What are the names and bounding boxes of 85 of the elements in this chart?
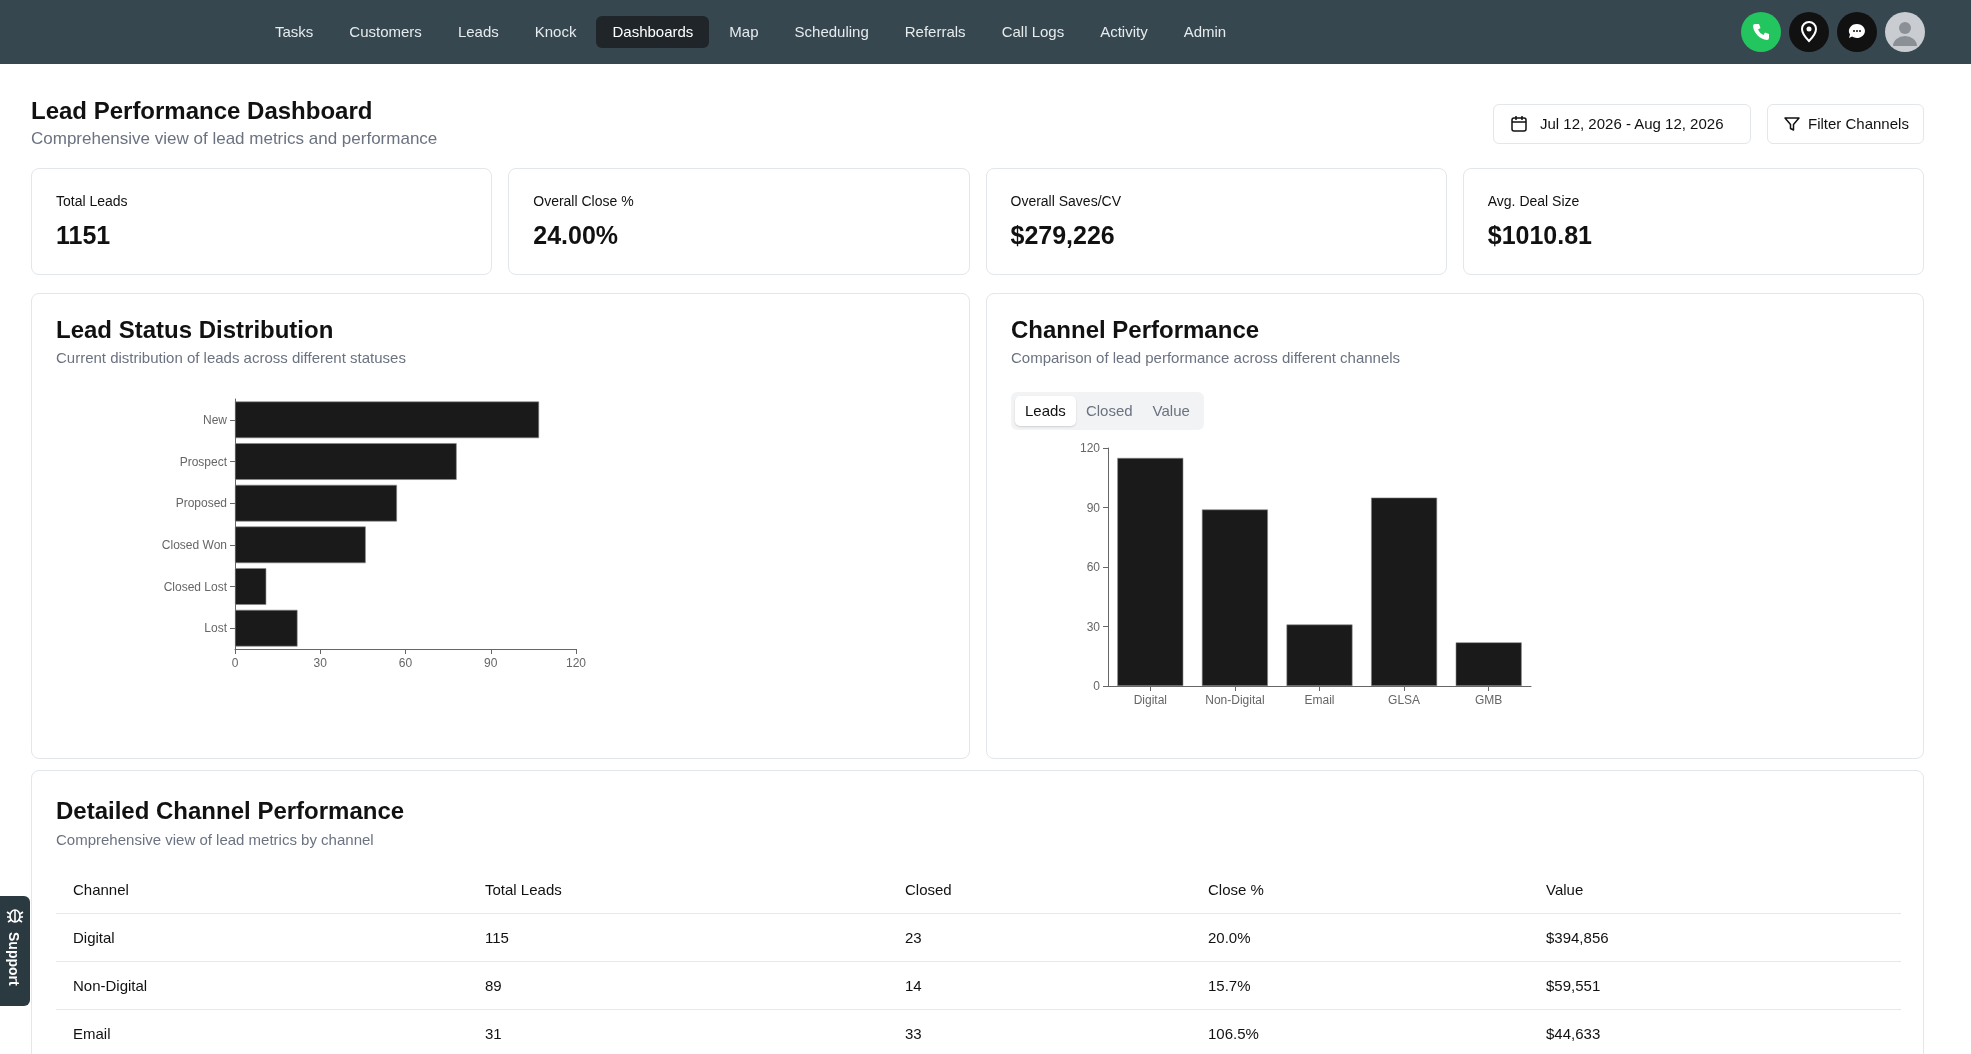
text: 14: [905, 977, 922, 994]
bar: [1201, 509, 1268, 686]
text: Close %: [1208, 881, 1264, 898]
text: Support: [6, 932, 22, 986]
y-tick-label: Lost: [204, 621, 228, 636]
text: Dashboards: [596, 16, 710, 48]
text: Total Leads: [56, 193, 128, 209]
text: Non-Digital: [73, 977, 148, 994]
text: $279,226: [1010, 221, 1115, 250]
x-tick-label: Email: [1304, 693, 1335, 707]
bar: [235, 568, 267, 605]
x-tick-label: 0: [231, 656, 239, 670]
text: $59,551: [1546, 977, 1601, 994]
text: Jul 12, 2026 - Aug 12, 2026: [1540, 115, 1724, 132]
text: Value: [1151, 401, 1191, 421]
y-tick-label: Proposed: [175, 496, 227, 511]
x-tick-label: Digital: [1133, 693, 1167, 707]
chart-title: Lead Status Distribution: [56, 316, 334, 344]
text: Avg. Deal Size: [1487, 193, 1580, 209]
text: $1010.81: [1487, 221, 1593, 250]
x-tick-label: GMB: [1475, 693, 1503, 707]
text: Leads: [456, 22, 500, 42]
text: 15.7%: [1208, 977, 1251, 994]
text: Digital: [73, 929, 115, 946]
text: 24.00%: [533, 221, 619, 250]
text: Activity: [1099, 22, 1149, 42]
y-tick-label: New: [202, 412, 228, 427]
y-tick-label: 60: [1086, 560, 1101, 574]
text: Comprehensive view of lead metrics by channel: [56, 831, 374, 848]
text: Detailed Channel Performance: [56, 797, 405, 825]
bar: [235, 484, 397, 522]
y-tick-label: 120: [1079, 441, 1101, 455]
text: Email: [73, 1025, 111, 1042]
text: 106.5%: [1208, 1025, 1259, 1042]
text: Admin: [1182, 22, 1228, 42]
text: Closed: [905, 881, 952, 898]
text: Value: [1546, 881, 1584, 898]
y-tick-label: 0: [1093, 679, 1101, 693]
y-tick-label: 30: [1086, 619, 1101, 634]
text: $44,633: [1546, 1025, 1601, 1042]
text: $394,856: [1546, 929, 1609, 946]
bar: [1286, 624, 1353, 686]
text: 23: [905, 929, 922, 946]
x-tick-label: 90: [484, 656, 498, 670]
text: Leads: [1015, 396, 1076, 426]
y-tick-label: 90: [1086, 500, 1101, 515]
x-tick-label: Non-Digital: [1205, 693, 1265, 707]
text: Call Logs: [1000, 22, 1066, 42]
bar: [1371, 497, 1438, 686]
text: Filter Channels: [1808, 115, 1909, 132]
text: Channel: [73, 881, 129, 898]
bar: [235, 609, 298, 647]
x-tick-label: 30: [313, 656, 328, 670]
text: Referrals: [903, 22, 967, 42]
x-tick-label: 60: [398, 656, 413, 670]
y-tick-label: Closed Won: [161, 537, 227, 552]
text: Scheduling: [793, 22, 870, 42]
text: Total Leads: [485, 881, 562, 898]
text: Tasks: [274, 22, 315, 42]
chart-subtitle: Current distribution of leads across different statuses: [56, 349, 406, 366]
bar: [235, 526, 366, 564]
y-tick-label: Closed Lost: [163, 579, 228, 594]
x-tick-label: 120: [565, 656, 587, 670]
text: Closed: [1084, 401, 1134, 421]
bar: [235, 401, 540, 439]
text: 33: [905, 1025, 922, 1042]
chart-title: Channel Performance: [1011, 316, 1260, 344]
text: Customers: [348, 22, 423, 42]
text: 1151: [56, 221, 111, 250]
x-tick-label: GLSA: [1388, 693, 1421, 707]
text: Lead Performance Dashboard: [31, 97, 373, 125]
text: Comprehensive view of lead metrics and performance: [31, 129, 438, 149]
text: 89: [485, 977, 502, 994]
text: Overall Close %: [533, 193, 634, 209]
text: Overall Saves/CV: [1010, 193, 1121, 209]
y-tick-label: Prospect: [179, 454, 228, 469]
bar: [235, 443, 457, 480]
text: 115: [485, 929, 509, 946]
text: Map: [728, 22, 760, 42]
text: 20.0%: [1208, 929, 1251, 946]
chart-subtitle: Comparison of lead performance across different channels: [1011, 349, 1401, 366]
text: 31: [485, 1025, 502, 1042]
bar: [1455, 642, 1522, 686]
text: Knock: [533, 22, 578, 42]
bar: [1117, 457, 1184, 686]
